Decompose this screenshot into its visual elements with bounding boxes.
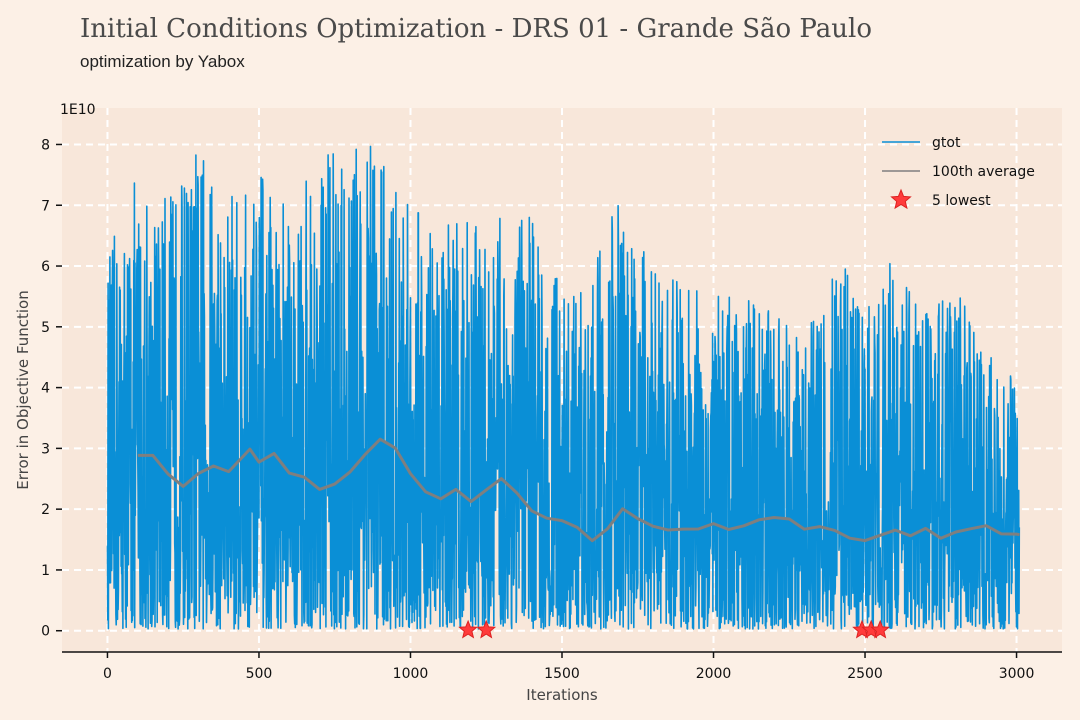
x-tick-label: 2000 xyxy=(696,666,732,682)
legend-label: 100th average xyxy=(932,164,1035,180)
x-tick-label: 1500 xyxy=(544,666,580,682)
y-axis-label: Error in Objective Function xyxy=(14,290,32,489)
gtot-series xyxy=(106,145,1021,630)
lowest-star xyxy=(476,619,497,639)
y-scale-label: 1E10 xyxy=(60,102,96,118)
chart-subtitle: optimization by Yabox xyxy=(80,52,245,71)
legend: gtot 100th average 5 lowest xyxy=(882,135,1035,210)
x-tick-label: 1000 xyxy=(393,666,429,682)
y-tick-label: 6 xyxy=(41,259,50,275)
gtot-line xyxy=(106,145,1021,630)
average-line xyxy=(137,437,1020,543)
legend-label: gtot xyxy=(932,135,961,151)
axes: 0 500 1000 1500 2000 2500 3000 0 1 2 3 4 5 6 7 8 xyxy=(41,137,1062,682)
x-tick-label: 500 xyxy=(246,666,273,682)
y-tick-label: 8 xyxy=(41,137,50,153)
y-tick-label: 5 xyxy=(41,320,50,336)
y-tick-label: 1 xyxy=(41,563,50,579)
lowest-markers xyxy=(458,619,890,639)
average-series xyxy=(137,437,1020,543)
x-tick-label: 2500 xyxy=(847,666,883,682)
x-tick-label: 0 xyxy=(103,666,112,682)
y-tick-label: 4 xyxy=(41,381,50,397)
y-tick-label: 0 xyxy=(41,624,50,640)
y-tick-label: 3 xyxy=(41,441,50,457)
legend-swatch-star xyxy=(890,188,912,210)
chart-title: Initial Conditions Optimization - DRS 01… xyxy=(80,14,872,44)
y-tick-label: 2 xyxy=(41,502,50,518)
x-axis-label: Iterations xyxy=(526,686,598,704)
lowest-star xyxy=(870,619,890,639)
legend-label: 5 lowest xyxy=(932,193,991,209)
x-tick-label: 3000 xyxy=(999,666,1035,682)
y-tick-label: 7 xyxy=(41,198,50,214)
lowest-star xyxy=(458,619,478,639)
